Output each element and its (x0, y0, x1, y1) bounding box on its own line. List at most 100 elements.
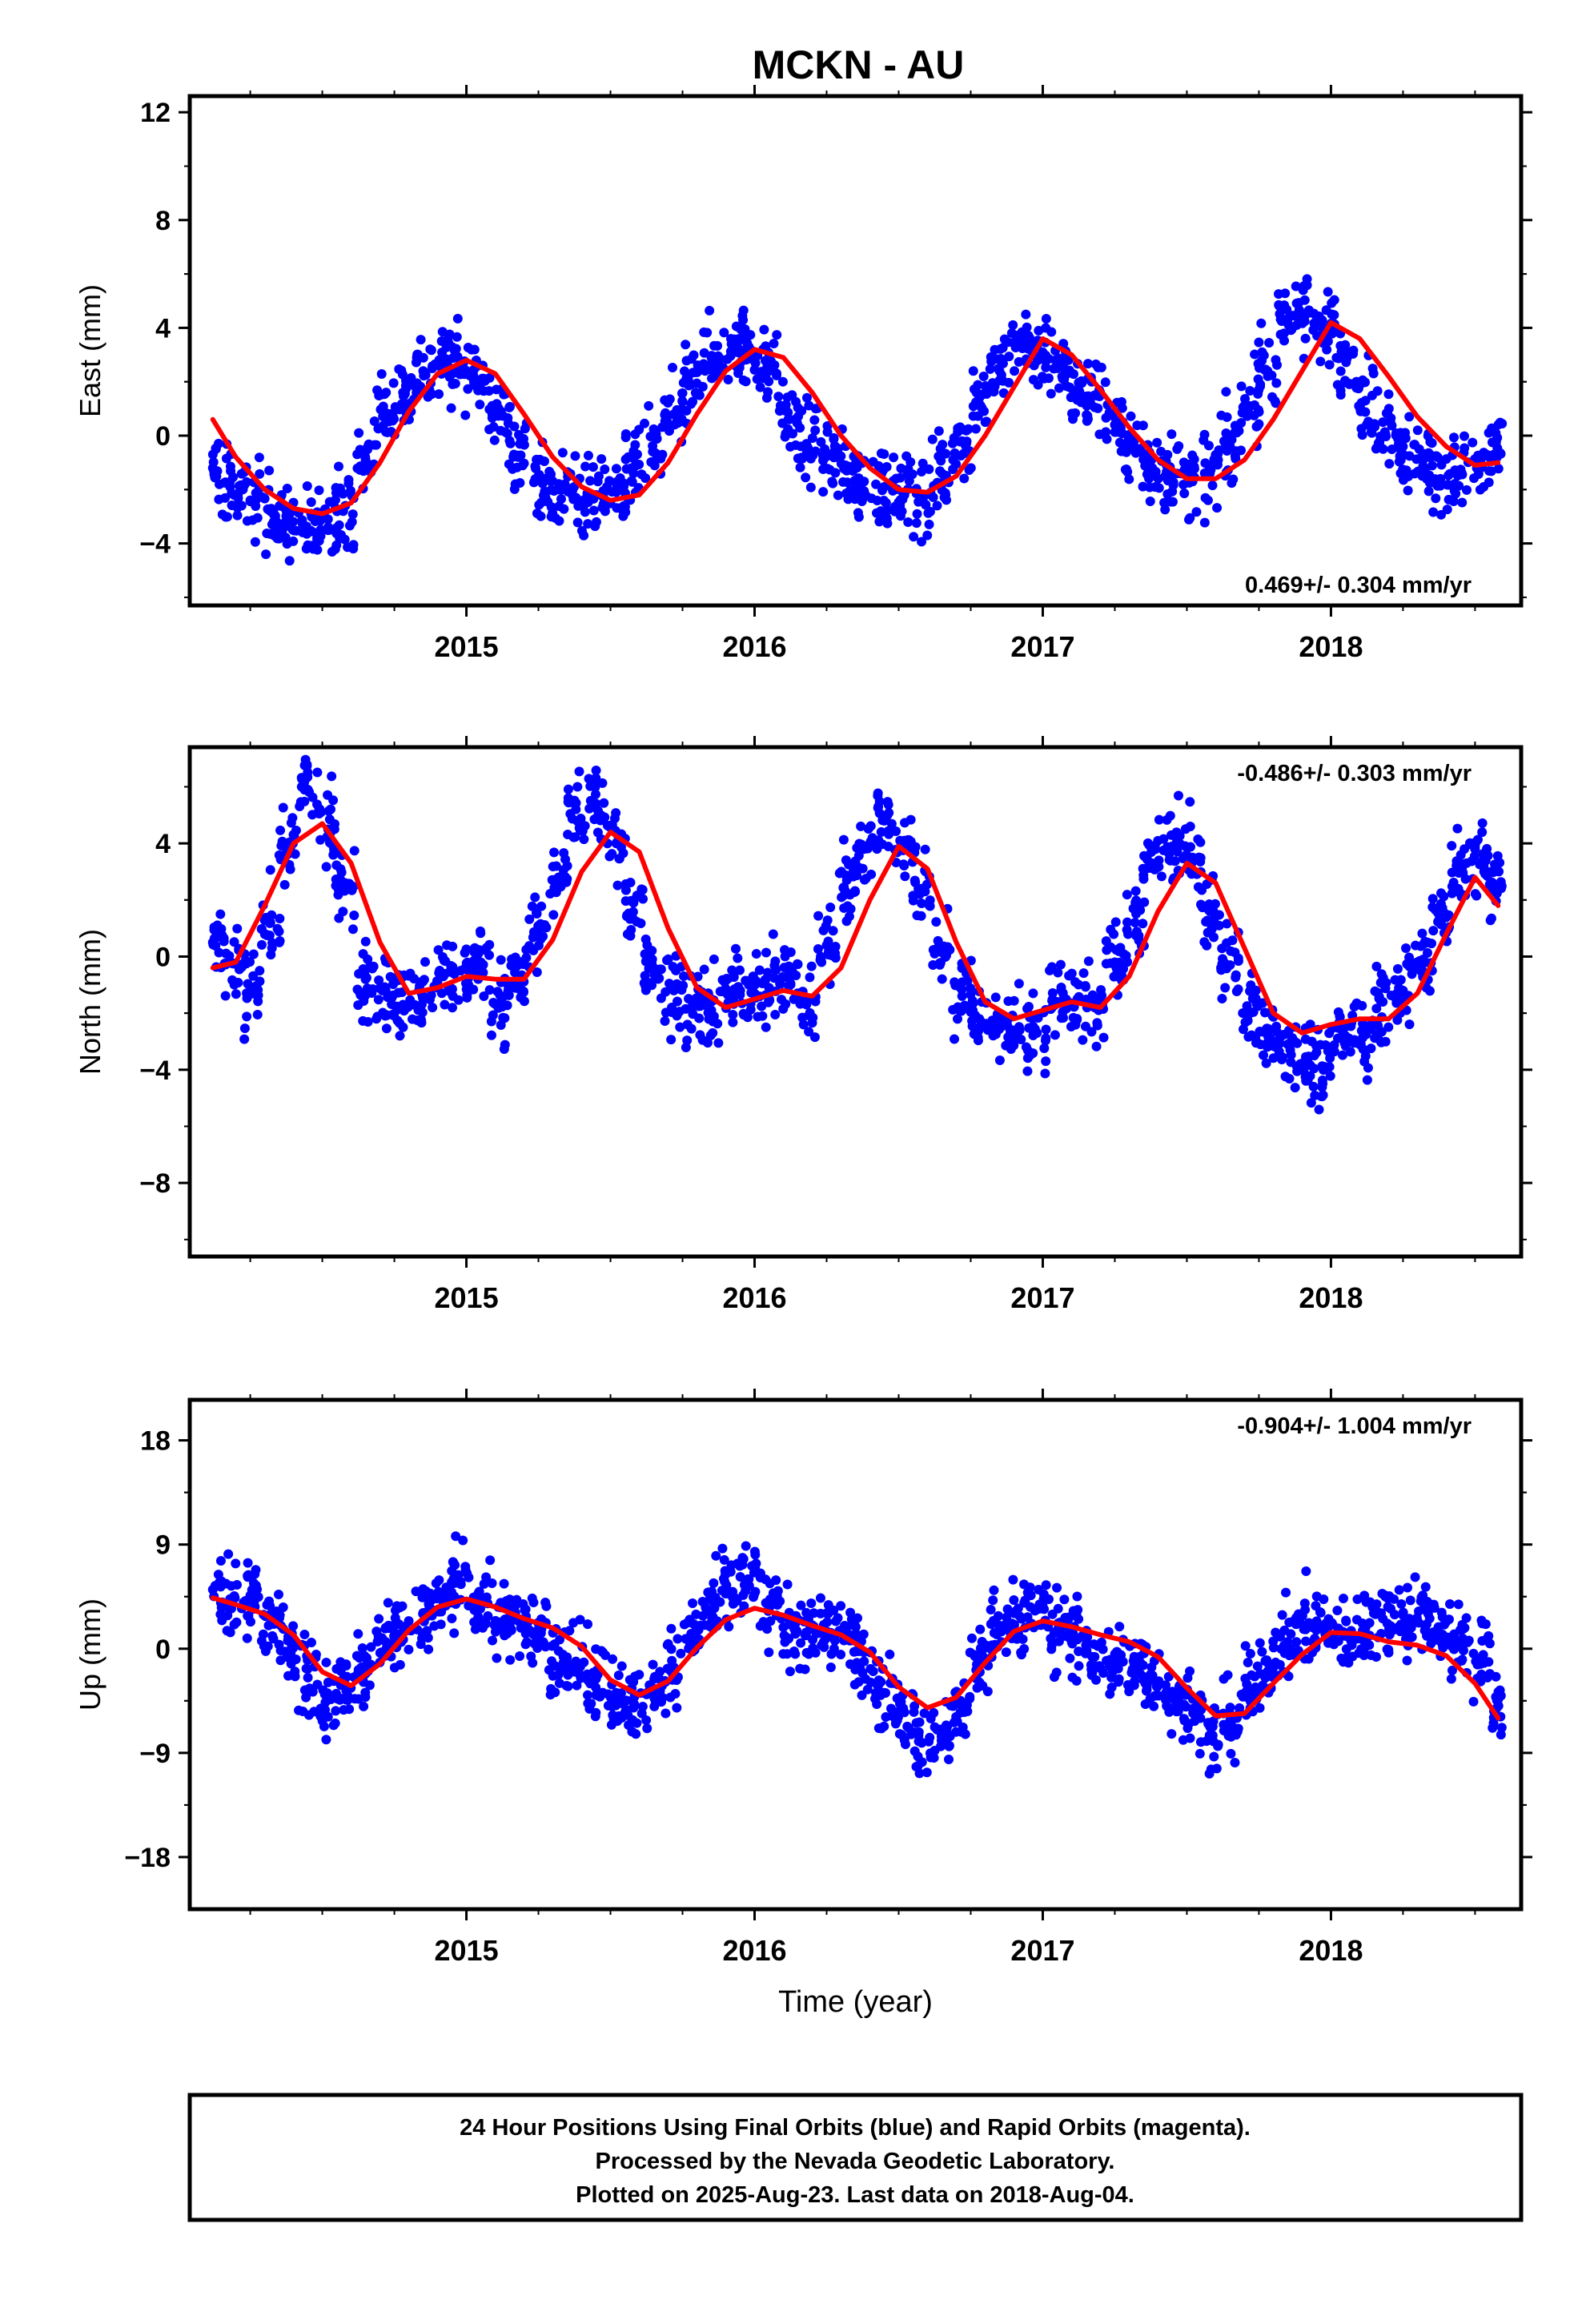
data-point (420, 957, 431, 967)
data-point (427, 389, 437, 400)
data-point (908, 891, 918, 901)
data-point (1150, 482, 1160, 493)
data-point (1426, 475, 1436, 485)
data-point (791, 971, 801, 981)
data-point (825, 902, 836, 912)
data-point (1156, 871, 1166, 882)
data-point (1371, 1030, 1382, 1040)
data-point (321, 1735, 331, 1745)
data-point (1073, 1605, 1083, 1615)
data-point (1090, 1675, 1101, 1685)
data-point (580, 461, 591, 472)
data-point (778, 1622, 789, 1633)
data-point (929, 1707, 939, 1718)
data-point (603, 1700, 613, 1711)
data-point (853, 1613, 863, 1623)
data-point (1045, 965, 1055, 975)
data-point (255, 468, 265, 479)
data-point (433, 945, 444, 955)
data-point (1083, 956, 1094, 967)
data-point (374, 1614, 384, 1624)
data-point (798, 1019, 809, 1030)
data-point (1332, 1605, 1343, 1615)
data-point (865, 1677, 876, 1687)
data-point (1096, 1637, 1106, 1647)
data-point (1185, 797, 1195, 807)
data-point (572, 782, 583, 792)
data-point (1065, 1653, 1075, 1663)
data-point (986, 352, 996, 362)
data-point (970, 1651, 980, 1662)
data-point (1393, 439, 1403, 449)
data-point (569, 1659, 580, 1669)
data-point (1275, 1038, 1285, 1048)
data-point (1033, 380, 1043, 390)
data-point (666, 1623, 677, 1634)
rate-annotation: -0.904+/- 1.004 mm/yr (1237, 1413, 1472, 1439)
data-point (934, 426, 944, 436)
data-point (486, 1030, 496, 1040)
data-point (220, 991, 231, 1001)
data-point (1226, 946, 1236, 956)
data-point (1275, 1659, 1285, 1670)
data-point (709, 1603, 720, 1614)
data-point (248, 497, 259, 507)
data-point (307, 792, 318, 802)
data-point (1469, 473, 1480, 484)
data-point (1236, 418, 1247, 428)
data-point (836, 1649, 846, 1659)
data-point (488, 1635, 498, 1646)
data-point (563, 784, 573, 794)
data-point (897, 1730, 907, 1740)
data-points (207, 754, 1507, 1115)
data-point (449, 1628, 460, 1638)
data-point (1102, 945, 1112, 955)
data-point (446, 963, 456, 974)
data-point (1404, 1019, 1415, 1030)
data-point (376, 368, 387, 379)
data-point (1105, 1655, 1115, 1665)
data-point (396, 365, 407, 376)
data-point (1275, 1631, 1285, 1642)
data-point (231, 1617, 242, 1627)
data-point (917, 537, 927, 547)
data-point (1009, 1594, 1019, 1605)
data-point (933, 935, 943, 946)
data-point (1314, 1104, 1324, 1115)
data-point (411, 357, 421, 368)
data-point (614, 854, 624, 864)
data-point (768, 929, 778, 939)
data-point (1087, 1667, 1098, 1678)
data-point (1227, 435, 1237, 445)
data-point (723, 374, 733, 384)
data-point (248, 949, 259, 959)
data-point (1146, 861, 1156, 871)
data-point (823, 1609, 833, 1619)
data-point (1082, 411, 1093, 421)
data-point (302, 480, 312, 491)
data-point (483, 1610, 493, 1621)
data-point (1245, 986, 1255, 996)
data-point (280, 1647, 291, 1657)
data-point (615, 480, 625, 490)
data-point (548, 508, 558, 518)
data-point (536, 901, 547, 911)
data-point (381, 1023, 391, 1034)
data-point (343, 478, 354, 489)
data-point (354, 428, 364, 438)
data-point (916, 911, 926, 921)
data-point (321, 862, 331, 872)
data-point (432, 976, 443, 987)
data-point (909, 532, 919, 542)
data-point (668, 363, 678, 373)
data-point (754, 965, 765, 975)
data-point (973, 411, 983, 421)
data-point (795, 462, 805, 472)
data-point (1389, 1610, 1399, 1620)
data-point (628, 1677, 639, 1687)
data-point (1442, 505, 1452, 515)
data-point (1483, 1633, 1493, 1643)
data-point (829, 432, 839, 443)
data-point (447, 983, 457, 994)
data-point (1470, 889, 1480, 899)
